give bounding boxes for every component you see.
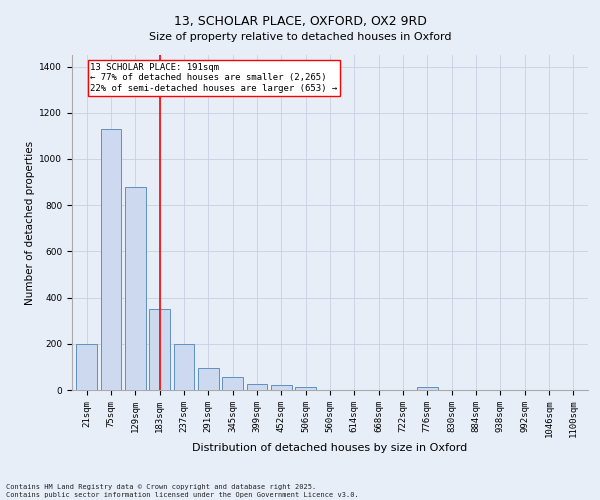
Bar: [149, 309, 170, 390]
Bar: [76, 344, 97, 390]
Bar: [198, 368, 218, 390]
Bar: [101, 129, 121, 390]
Text: Size of property relative to detached houses in Oxford: Size of property relative to detached ho…: [149, 32, 451, 42]
X-axis label: Distribution of detached houses by size in Oxford: Distribution of detached houses by size …: [193, 443, 467, 453]
Bar: [173, 344, 194, 390]
Bar: [295, 386, 316, 390]
Bar: [125, 186, 146, 390]
Text: 13 SCHOLAR PLACE: 191sqm
← 77% of detached houses are smaller (2,265)
22% of sem: 13 SCHOLAR PLACE: 191sqm ← 77% of detach…: [90, 63, 338, 93]
Bar: [271, 386, 292, 390]
Text: 13, SCHOLAR PLACE, OXFORD, OX2 9RD: 13, SCHOLAR PLACE, OXFORD, OX2 9RD: [173, 15, 427, 28]
Bar: [222, 378, 243, 390]
Bar: [417, 387, 438, 390]
Text: Contains HM Land Registry data © Crown copyright and database right 2025.
Contai: Contains HM Land Registry data © Crown c…: [6, 484, 359, 498]
Y-axis label: Number of detached properties: Number of detached properties: [25, 140, 35, 304]
Bar: [247, 384, 268, 390]
